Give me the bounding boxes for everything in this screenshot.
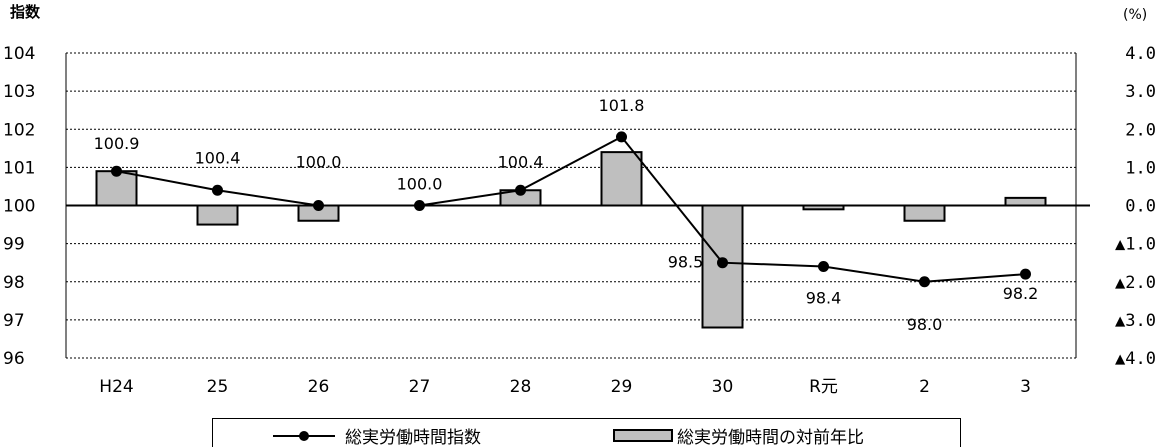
right-tick-label: 1.0 xyxy=(1125,158,1156,178)
left-tick-label: 98 xyxy=(3,273,25,293)
index-data-label: 100.4 xyxy=(498,152,544,171)
right-tick-label: 3.0 xyxy=(1125,82,1156,102)
index-data-label: 100.9 xyxy=(94,134,140,153)
right-tick-label: 2.0 xyxy=(1125,120,1156,140)
legend-label-yoy: 総実労働時間の対前年比 xyxy=(677,428,864,448)
index-point xyxy=(818,261,829,272)
category-label: R元 xyxy=(809,377,838,397)
index-data-label: 100.0 xyxy=(397,175,443,194)
index-point xyxy=(313,200,324,211)
index-data-label: 100.0 xyxy=(296,153,342,172)
left-tick-label: 102 xyxy=(3,120,35,140)
bar xyxy=(1004,196,1047,207)
left-tick-label: 104 xyxy=(3,44,35,64)
index-data-label: 100.4 xyxy=(195,148,241,167)
right-tick-label: 4.0 xyxy=(1125,44,1156,64)
right-tick-label: ▲4.0 xyxy=(1115,349,1156,369)
legend-item-bar: 総実労働時間の対前年比 xyxy=(613,423,864,448)
index-data-label: 98.5 xyxy=(668,253,704,272)
bar xyxy=(196,204,239,226)
index-data-label: 101.8 xyxy=(599,96,645,115)
index-point xyxy=(414,200,425,211)
right-axis-title: (%) xyxy=(1123,7,1148,23)
category-label: 2 xyxy=(919,377,930,397)
left-tick-label: 103 xyxy=(3,82,35,102)
right-tick-label: ▲3.0 xyxy=(1115,311,1156,331)
index-point xyxy=(515,184,526,196)
bar xyxy=(600,151,643,207)
category-label: 28 xyxy=(510,377,532,397)
right-tick-label: ▲1.0 xyxy=(1115,235,1156,255)
legend-item-line: 総実労働時間指数 xyxy=(273,423,481,448)
bar xyxy=(903,204,946,222)
category-label: 3 xyxy=(1020,377,1031,397)
category-label: H24 xyxy=(99,377,133,397)
right-tick-label: ▲2.0 xyxy=(1115,273,1156,293)
legend-line-symbol xyxy=(273,428,335,444)
category-label: 30 xyxy=(712,377,734,397)
left-tick-label: 96 xyxy=(3,349,25,369)
category-label: 26 xyxy=(308,377,330,397)
legend-bar-symbol xyxy=(613,429,673,442)
index-data-label: 98.4 xyxy=(806,289,842,308)
category-label: 25 xyxy=(207,377,229,397)
left-tick-label: 99 xyxy=(3,235,25,255)
index-line xyxy=(116,135,1026,283)
index-data-label: 98.2 xyxy=(1003,284,1039,303)
right-tick-label: 0.0 xyxy=(1125,197,1156,217)
left-tick-label: 97 xyxy=(3,311,25,331)
left-tick-label: 101 xyxy=(3,158,35,178)
index-point xyxy=(616,131,627,143)
index-point xyxy=(1020,268,1031,280)
legend-label-index: 総実労働時間指数 xyxy=(345,428,481,448)
index-point xyxy=(212,184,223,196)
category-label: 29 xyxy=(611,377,633,397)
index-point xyxy=(717,257,728,269)
left-tick-label: 100 xyxy=(3,197,35,217)
index-point xyxy=(111,165,122,177)
index-data-label: 98.0 xyxy=(907,315,943,334)
left-axis-title: 指数 xyxy=(10,3,41,21)
category-label: 27 xyxy=(409,377,431,397)
legend: 総実労働時間指数 総実労働時間の対前年比 xyxy=(212,418,961,448)
index-point xyxy=(919,276,930,288)
